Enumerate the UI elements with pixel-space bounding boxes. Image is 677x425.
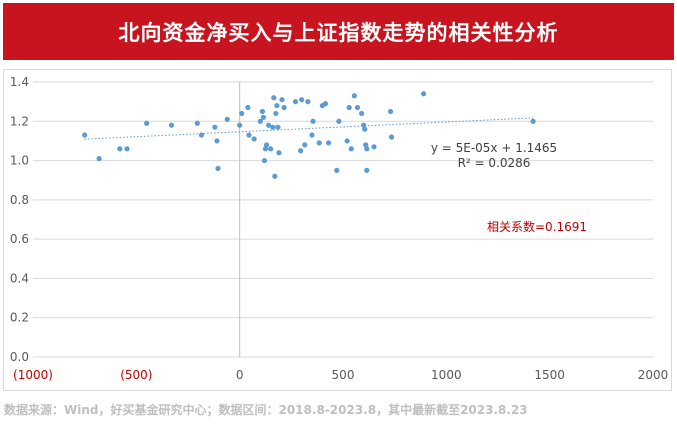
data-point [274,102,280,109]
data-point [302,142,308,148]
data-point [273,110,279,117]
data-point [271,95,277,101]
data-point [281,104,287,111]
data-point [257,118,263,124]
correlation-annotation: 相关系数=0.1691 [487,219,587,234]
data-point [275,124,281,130]
data-point [259,108,265,115]
y-tick-label: 0.4 [10,271,29,285]
data-point [266,122,272,128]
data-point [322,101,329,107]
data-point [310,118,316,124]
data-point [268,146,274,152]
x-tick-label: (1000) [13,368,53,382]
data-point [309,132,315,138]
data-point [387,108,394,115]
data-point [212,124,218,130]
data-point [251,136,257,142]
data-point [388,134,395,140]
data-point [361,122,367,128]
title-banner: 北向资金净买入与上证指数走势的相关性分析 [3,3,674,60]
data-point [168,122,175,128]
data-point [82,132,88,138]
x-tick-label: 1500 [534,368,565,382]
data-point [354,104,361,111]
data-point [239,110,245,117]
data-point [194,120,200,126]
data-point [245,104,251,111]
scatter-chart: 0.0 0.2 0.4 0.6 0.8 1.0 1.2 1.4 (1000) (500) 0 500 1… [10,75,669,382]
y-tick-label: 1.2 [10,114,29,128]
y-tick-label: 0.0 [10,350,29,364]
data-point [305,99,311,105]
x-tick-label: 500 [332,368,355,382]
y-tick-label: 1.4 [10,75,29,89]
y-tick-label: 0.6 [10,232,29,246]
x-tick-label: (500) [120,368,152,382]
data-point [261,157,268,164]
data-point [263,142,270,148]
data-point [371,144,377,150]
chart-area: 0.0 0.2 0.4 0.6 0.8 1.0 1.2 1.4 (1000) (500) 0 500 1… [3,69,672,391]
data-point [346,104,352,111]
data-point [359,110,365,117]
data-point [144,120,150,126]
data-point [124,146,130,152]
data-point [214,138,220,144]
data-point [198,132,205,138]
data-point [421,91,427,97]
data-point [262,146,269,152]
y-tick-label: 0.2 [10,311,29,325]
source-note: 数据来源：Wind，好买基金研究中心；数据区间：2018.8-2023.8，其中… [4,403,528,417]
data-point [334,167,340,173]
data-point [351,93,357,99]
data-point [246,132,252,138]
chart-title: 北向资金净买入与上证指数走势的相关性分析 [118,20,559,45]
data-point [270,124,276,130]
data-point [344,138,350,144]
data-point [279,97,285,103]
data-point [363,142,369,148]
trendline-equation: y = 5E-05x + 1.1465 [431,141,557,155]
trendline [84,117,534,140]
data-point [364,146,370,152]
trendline-r-squared: R² = 0.0286 [458,156,531,170]
data-point [96,156,102,162]
data-point [348,146,354,152]
x-tick-label: 1000 [431,368,462,382]
data-point [299,97,305,103]
data-point [237,122,243,128]
data-point [117,146,123,152]
data-point [336,118,342,124]
data-point [272,173,278,179]
data-point [292,99,299,105]
data-point [364,167,370,173]
data-point [530,118,536,124]
x-tick-label: 0 [236,368,244,382]
y-tick-label: 0.8 [10,193,29,207]
data-point [362,126,368,132]
data-point [260,114,267,120]
x-tick-label: 2000 [638,368,669,382]
data-point [224,116,230,122]
data-point [276,150,282,156]
data-point [325,140,332,146]
data-point [215,165,221,172]
y-tick-label: 1.0 [10,154,29,168]
data-point [316,140,322,146]
data-point [298,148,304,154]
